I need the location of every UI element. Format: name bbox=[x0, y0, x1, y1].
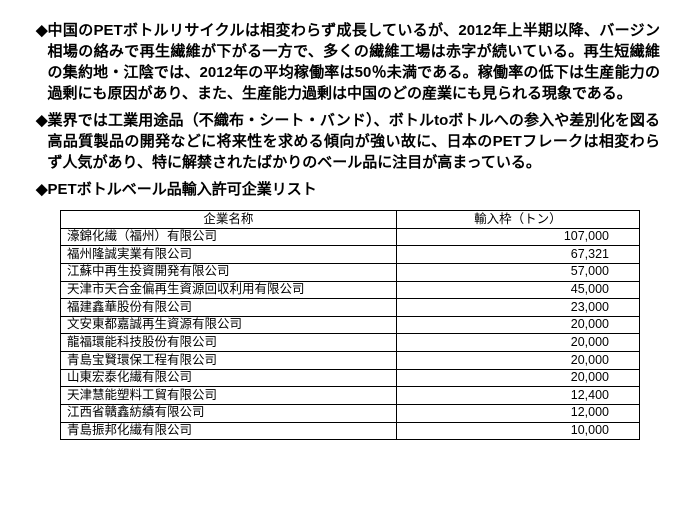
table-row: 青島振邦化繊有限公司 10,000 bbox=[61, 422, 640, 440]
table-row: 天津市天合金偏再生資源回収利用有限公司 45,000 bbox=[61, 281, 640, 299]
table-row: 青島宝賢環保工程有限公司 20,000 bbox=[61, 352, 640, 370]
table-row: 江西省贛鑫紡績有限公司 12,000 bbox=[61, 404, 640, 422]
table-row: 山東宏泰化繊有限公司 20,000 bbox=[61, 369, 640, 387]
bullet-item: ◆ 中国のPETボトルリサイクルは相変わらず成長しているが、2012年上半期以降… bbox=[36, 20, 660, 104]
table-row: 福州隆誠実業有限公司 67,321 bbox=[61, 246, 640, 264]
cell-quota: 20,000 bbox=[396, 316, 639, 334]
table-row: 江蘇中再生投資開発有限公司 57,000 bbox=[61, 263, 640, 281]
cell-quota: 12,000 bbox=[396, 404, 639, 422]
table-row: 濠錦化繊（福州）有限公司 107,000 bbox=[61, 228, 640, 246]
cell-quota: 107,000 bbox=[396, 228, 639, 246]
cell-company-name: 青島振邦化繊有限公司 bbox=[61, 422, 397, 440]
bullet-item: ◆ PETボトルベール品輸入許可企業リスト bbox=[36, 179, 660, 200]
cell-company-name: 天津市天合金偏再生資源回収利用有限公司 bbox=[61, 281, 397, 299]
cell-company-name: 福建鑫華股份有限公司 bbox=[61, 299, 397, 317]
cell-company-name: 龍福環能科技股份有限公司 bbox=[61, 334, 397, 352]
bullet-marker: ◆ bbox=[36, 20, 48, 41]
import-quota-table: 企業名称 輸入枠（トン） 濠錦化繊（福州）有限公司 107,000 福州隆誠実業… bbox=[60, 210, 640, 440]
bullet-marker: ◆ bbox=[36, 179, 48, 200]
bullet-text: PETボトルベール品輸入許可企業リスト bbox=[48, 179, 660, 200]
table-row: 福建鑫華股份有限公司 23,000 bbox=[61, 299, 640, 317]
cell-quota: 10,000 bbox=[396, 422, 639, 440]
cell-quota: 20,000 bbox=[396, 334, 639, 352]
cell-company-name: 天津慧能塑料工貿有限公司 bbox=[61, 387, 397, 405]
cell-company-name: 山東宏泰化繊有限公司 bbox=[61, 369, 397, 387]
import-quota-table-wrap: 企業名称 輸入枠（トン） 濠錦化繊（福州）有限公司 107,000 福州隆誠実業… bbox=[60, 210, 640, 440]
cell-company-name: 濠錦化繊（福州）有限公司 bbox=[61, 228, 397, 246]
bullet-marker: ◆ bbox=[36, 110, 48, 131]
cell-company-name: 福州隆誠実業有限公司 bbox=[61, 246, 397, 264]
col-header-name: 企業名称 bbox=[61, 211, 397, 229]
cell-quota: 20,000 bbox=[396, 369, 639, 387]
bullet-item: ◆ 業界では工業用途品（不織布・シート・バンド）、ボトルtoボトルへの参入や差別… bbox=[36, 110, 660, 173]
cell-company-name: 青島宝賢環保工程有限公司 bbox=[61, 352, 397, 370]
cell-quota: 45,000 bbox=[396, 281, 639, 299]
cell-quota: 12,400 bbox=[396, 387, 639, 405]
cell-company-name: 文安東都嘉誠再生資源有限公司 bbox=[61, 316, 397, 334]
table-row: 文安東都嘉誠再生資源有限公司 20,000 bbox=[61, 316, 640, 334]
cell-quota: 67,321 bbox=[396, 246, 639, 264]
cell-quota: 20,000 bbox=[396, 352, 639, 370]
cell-quota: 57,000 bbox=[396, 263, 639, 281]
col-header-quota: 輸入枠（トン） bbox=[396, 211, 639, 229]
table-header-row: 企業名称 輸入枠（トン） bbox=[61, 211, 640, 229]
bullet-text: 業界では工業用途品（不織布・シート・バンド）、ボトルtoボトルへの参入や差別化を… bbox=[48, 110, 660, 173]
cell-company-name: 江蘇中再生投資開発有限公司 bbox=[61, 263, 397, 281]
document-page: ◆ 中国のPETボトルリサイクルは相変わらず成長しているが、2012年上半期以降… bbox=[0, 0, 690, 460]
table-row: 龍福環能科技股份有限公司 20,000 bbox=[61, 334, 640, 352]
cell-quota: 23,000 bbox=[396, 299, 639, 317]
table-row: 天津慧能塑料工貿有限公司 12,400 bbox=[61, 387, 640, 405]
bullet-text: 中国のPETボトルリサイクルは相変わらず成長しているが、2012年上半期以降、バ… bbox=[48, 20, 660, 104]
cell-company-name: 江西省贛鑫紡績有限公司 bbox=[61, 404, 397, 422]
